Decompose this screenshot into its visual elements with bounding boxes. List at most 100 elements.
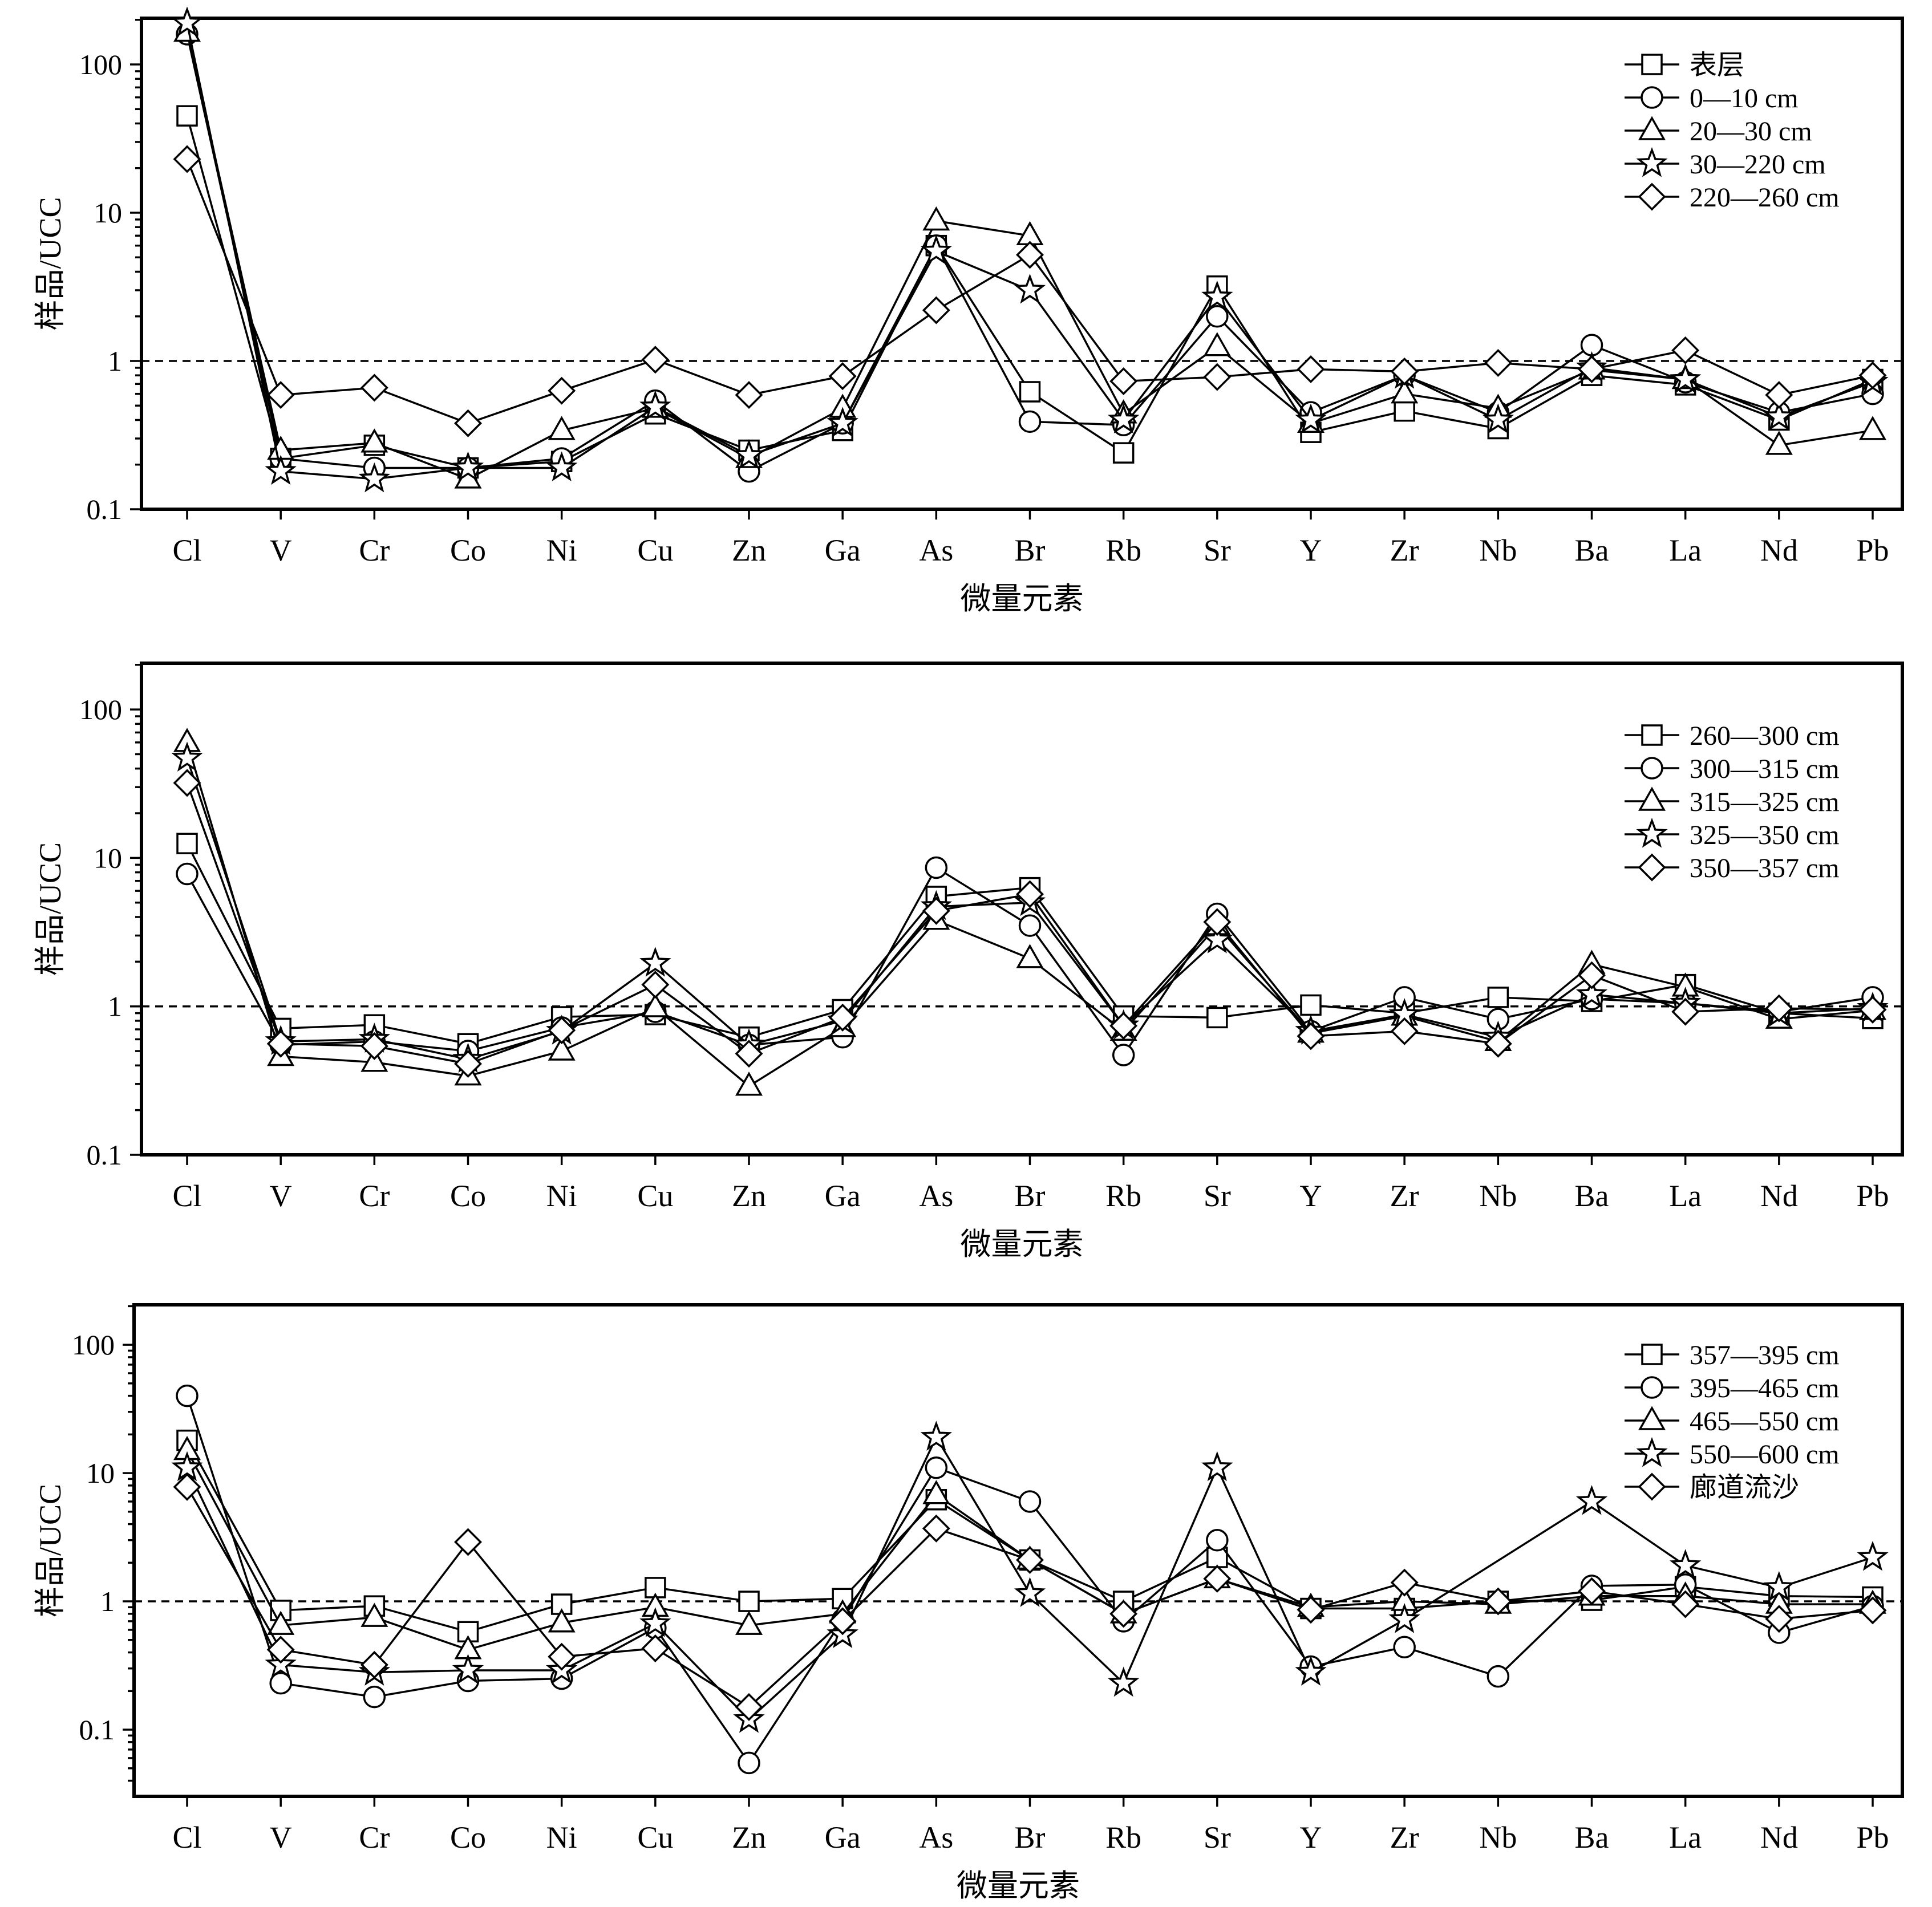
- data-point: [1669, 1549, 1702, 1579]
- legend-marker: [1641, 86, 1663, 109]
- x-tick-label: Y: [1300, 1820, 1322, 1855]
- x-tick-label: Y: [1300, 1179, 1322, 1213]
- x-tick-label: La: [1669, 1179, 1702, 1213]
- data-point: [1390, 357, 1419, 386]
- legend-marker: [1638, 853, 1666, 882]
- data-point: [1295, 1656, 1327, 1686]
- data-point: [1858, 416, 1887, 440]
- data-point: [925, 1456, 948, 1479]
- data-point: [827, 407, 858, 437]
- data-point: [1393, 1636, 1416, 1659]
- data-point: [266, 1636, 295, 1664]
- x-tick-label: Pb: [1856, 533, 1889, 567]
- data-point: [548, 1036, 576, 1061]
- data-point: [1578, 355, 1606, 383]
- data-point: [1575, 1484, 1608, 1515]
- legend-item: 30—220 cm: [1625, 147, 1826, 180]
- data-point: [639, 1607, 671, 1637]
- data-point: [922, 1480, 950, 1504]
- y-tick-label: 1: [108, 991, 122, 1023]
- data-point: [1014, 1577, 1046, 1607]
- data-point: [1018, 1490, 1042, 1513]
- y-tick-label: 10: [86, 1457, 115, 1489]
- x-tick-label: Nd: [1760, 1820, 1798, 1855]
- legend-marker: [1638, 1472, 1666, 1501]
- plot-frame: [132, 1303, 1904, 1798]
- series-line: [186, 1435, 1873, 1721]
- legend-item: 350—357 cm: [1625, 853, 1840, 883]
- data-point: [1671, 997, 1700, 1026]
- data-point: [1203, 363, 1232, 391]
- data-point: [1575, 978, 1608, 1008]
- legend-marker: [1638, 786, 1666, 811]
- x-tick-label: Sr: [1204, 1179, 1231, 1213]
- legend-label: 0—10 cm: [1690, 83, 1799, 113]
- data-point: [738, 1751, 760, 1775]
- x-tick-label: Co: [450, 533, 486, 567]
- data-point: [548, 1608, 576, 1633]
- data-point: [1018, 410, 1042, 433]
- legend-item: 220—260 cm: [1625, 182, 1840, 213]
- data-point: [1390, 1568, 1419, 1597]
- data-point: [176, 862, 199, 886]
- data-point: [1390, 1017, 1419, 1045]
- data-point: [265, 455, 297, 485]
- data-point: [1112, 1044, 1135, 1066]
- data-point: [360, 1650, 388, 1679]
- x-tick-label: Cr: [359, 533, 390, 567]
- legend-item: 260—300 cm: [1625, 721, 1840, 751]
- legend-marker: [1638, 182, 1666, 211]
- data-point: [1858, 1596, 1887, 1625]
- data-point: [922, 296, 950, 324]
- data-point: [1669, 363, 1702, 393]
- x-tick-label: Pb: [1856, 1820, 1889, 1855]
- data-point: [1300, 994, 1322, 1016]
- data-point: [641, 1634, 670, 1662]
- data-point: [1671, 1590, 1700, 1618]
- legend-item: 0—10 cm: [1625, 83, 1799, 113]
- x-tick-label: Co: [450, 1820, 486, 1855]
- y-tick-label: 100: [79, 693, 122, 725]
- data-point: [173, 1472, 201, 1501]
- legend-item: 395—465 cm: [1625, 1373, 1840, 1403]
- data-point: [173, 145, 201, 173]
- legend-marker: [1641, 1376, 1663, 1399]
- data-point: [1206, 1528, 1229, 1552]
- x-tick-label: V: [270, 533, 292, 567]
- data-point: [1206, 305, 1229, 328]
- data-point: [1765, 431, 1793, 455]
- x-tick-label: As: [919, 1820, 953, 1855]
- x-tick-label: Sr: [1204, 533, 1231, 567]
- legend-marker: [1641, 1344, 1663, 1365]
- data-point: [1671, 336, 1700, 364]
- x-axis: Cl V Cr Co Ni Cu Zn Ga As Br Rb Sr Y Zr Nb Ba La Nd Pb: [172, 509, 1889, 567]
- data-point: [1201, 1451, 1233, 1482]
- data-point: [454, 1528, 482, 1556]
- data-point: [828, 1003, 857, 1032]
- series-group: [171, 728, 1889, 1096]
- y-tick-label: 1: [108, 345, 122, 377]
- data-point: [738, 1590, 760, 1612]
- data-point: [454, 409, 482, 437]
- data-point: [548, 376, 576, 405]
- series-group: [171, 6, 1889, 493]
- legend-marker: [1641, 54, 1663, 75]
- x-tick-label: V: [270, 1179, 292, 1213]
- series-3: [173, 728, 1887, 1096]
- series-group: [171, 1384, 1889, 1775]
- x-tick-label: Rb: [1105, 533, 1141, 567]
- chart-panel-1: 0.1 1 10 100 Cl V Cr Co Ni Cu Zn Ga As Br Rb Sr Y Zr Nb Ba L…: [33, 6, 1904, 616]
- data-point: [266, 381, 295, 409]
- data-point: [361, 1048, 388, 1072]
- chart-panel-3: 0.1 1 10 100 Cl V Cr Co Ni Cu Zn Ga As Br Rb Sr Y Zr Nb Ba L…: [33, 1303, 1904, 1903]
- x-tick-label: Ga: [825, 1820, 861, 1855]
- plot-frame: [140, 17, 1904, 511]
- data-point: [173, 769, 201, 797]
- legend-item: 表层: [1625, 50, 1744, 80]
- legend-label: 350—357 cm: [1690, 853, 1840, 883]
- data-point: [735, 1693, 763, 1721]
- data-point: [735, 1040, 763, 1068]
- data-point: [1484, 348, 1512, 377]
- data-point: [1206, 1007, 1228, 1029]
